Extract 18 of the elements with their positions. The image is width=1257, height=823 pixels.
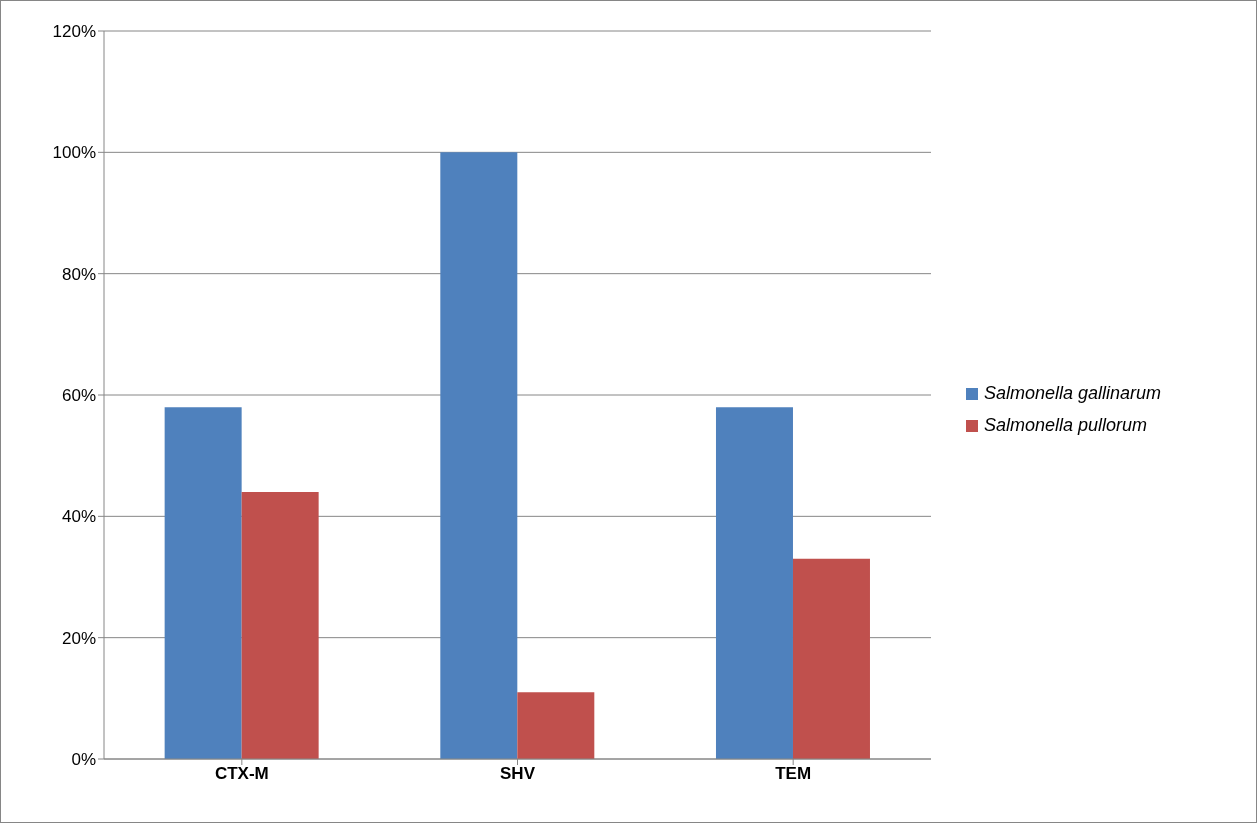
bar: [517, 692, 595, 759]
x-tick-label: SHV: [500, 764, 536, 784]
y-tick-label: 100%: [52, 143, 96, 163]
y-tick-label: 40%: [61, 507, 96, 527]
y-tick-label: 120%: [52, 22, 96, 42]
y-tick-label: 20%: [61, 628, 96, 648]
legend-label: Salmonella pullorum: [984, 415, 1148, 436]
x-tick-label: CTX-M: [214, 764, 269, 784]
y-tick-label: 60%: [61, 386, 96, 406]
y-tick-label: 80%: [61, 264, 96, 284]
bar: [164, 407, 242, 759]
x-tick-label: TEM: [775, 764, 812, 784]
bar: [241, 492, 319, 759]
legend-label: Salmonella gallinarum: [984, 383, 1162, 404]
bar: [715, 407, 793, 759]
y-tick-label: 0%: [71, 750, 96, 770]
bar: [440, 152, 518, 759]
bar: [792, 558, 870, 759]
